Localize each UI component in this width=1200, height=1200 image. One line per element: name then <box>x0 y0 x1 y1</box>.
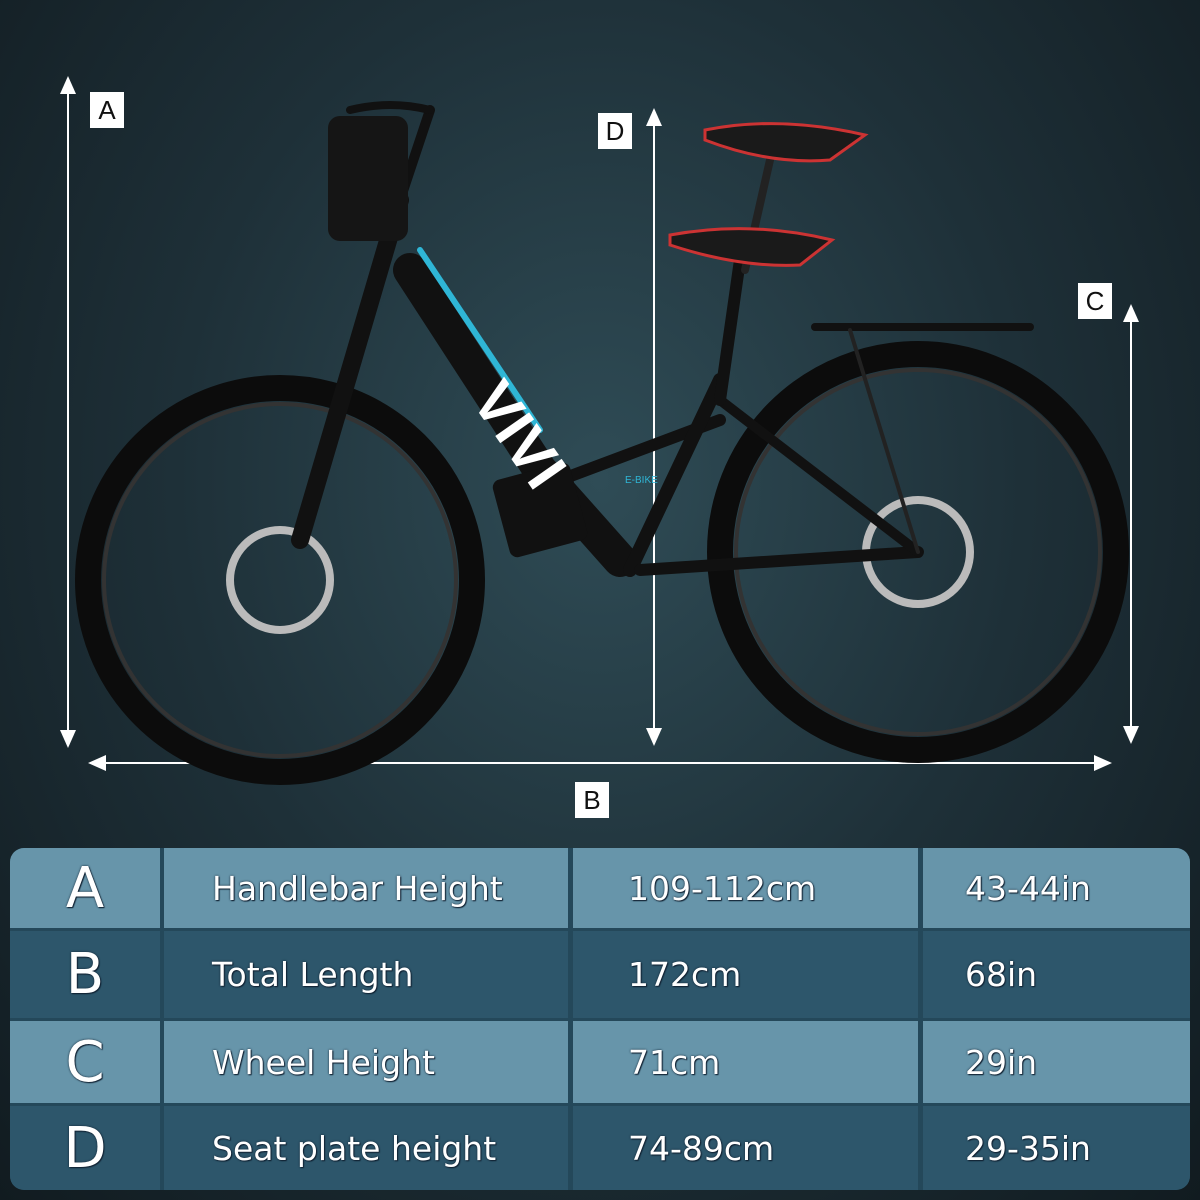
row-key: A <box>10 848 160 928</box>
row-metric: 172cm <box>573 931 918 1018</box>
frame-label: E-BIKE <box>625 475 658 486</box>
saddle-low <box>668 227 836 267</box>
dimension-label-b: B <box>575 782 609 818</box>
row-imperial: 29in <box>923 1021 1190 1103</box>
saddle-high <box>703 122 869 163</box>
row-name: Wheel Height <box>164 1021 568 1103</box>
row-metric: 71cm <box>573 1021 918 1103</box>
row-key: C <box>10 1021 160 1103</box>
rear-wheel <box>707 341 1129 763</box>
row-key: B <box>10 931 160 1018</box>
row-imperial: 43-44in <box>923 848 1190 928</box>
row-key: D <box>10 1106 160 1190</box>
table-row: D Seat plate height 74-89cm 29-35in <box>10 1106 1190 1190</box>
row-imperial: 68in <box>923 931 1190 1018</box>
dimension-label-c: C <box>1078 283 1112 319</box>
row-name: Handlebar Height <box>164 848 568 928</box>
row-imperial: 29-35in <box>923 1106 1190 1190</box>
row-name: Seat plate height <box>164 1106 568 1190</box>
handlebar-bag <box>328 116 408 241</box>
table-row: B Total Length 172cm 68in <box>10 931 1190 1018</box>
dimension-label-d: D <box>598 113 632 149</box>
battery <box>492 462 588 558</box>
table-row: A Handlebar Height 109-112cm 43-44in <box>10 848 1190 928</box>
dimension-table: A Handlebar Height 109-112cm 43-44in B T… <box>10 848 1190 1190</box>
front-wheel <box>75 375 485 785</box>
row-metric: 74-89cm <box>573 1106 918 1190</box>
bike-illustration: VIVI E-BIKE <box>60 76 1139 785</box>
row-metric: 109-112cm <box>573 848 918 928</box>
row-name: Total Length <box>164 931 568 1018</box>
dimension-label-a: A <box>90 92 124 128</box>
table-row: C Wheel Height 71cm 29in <box>10 1021 1190 1103</box>
